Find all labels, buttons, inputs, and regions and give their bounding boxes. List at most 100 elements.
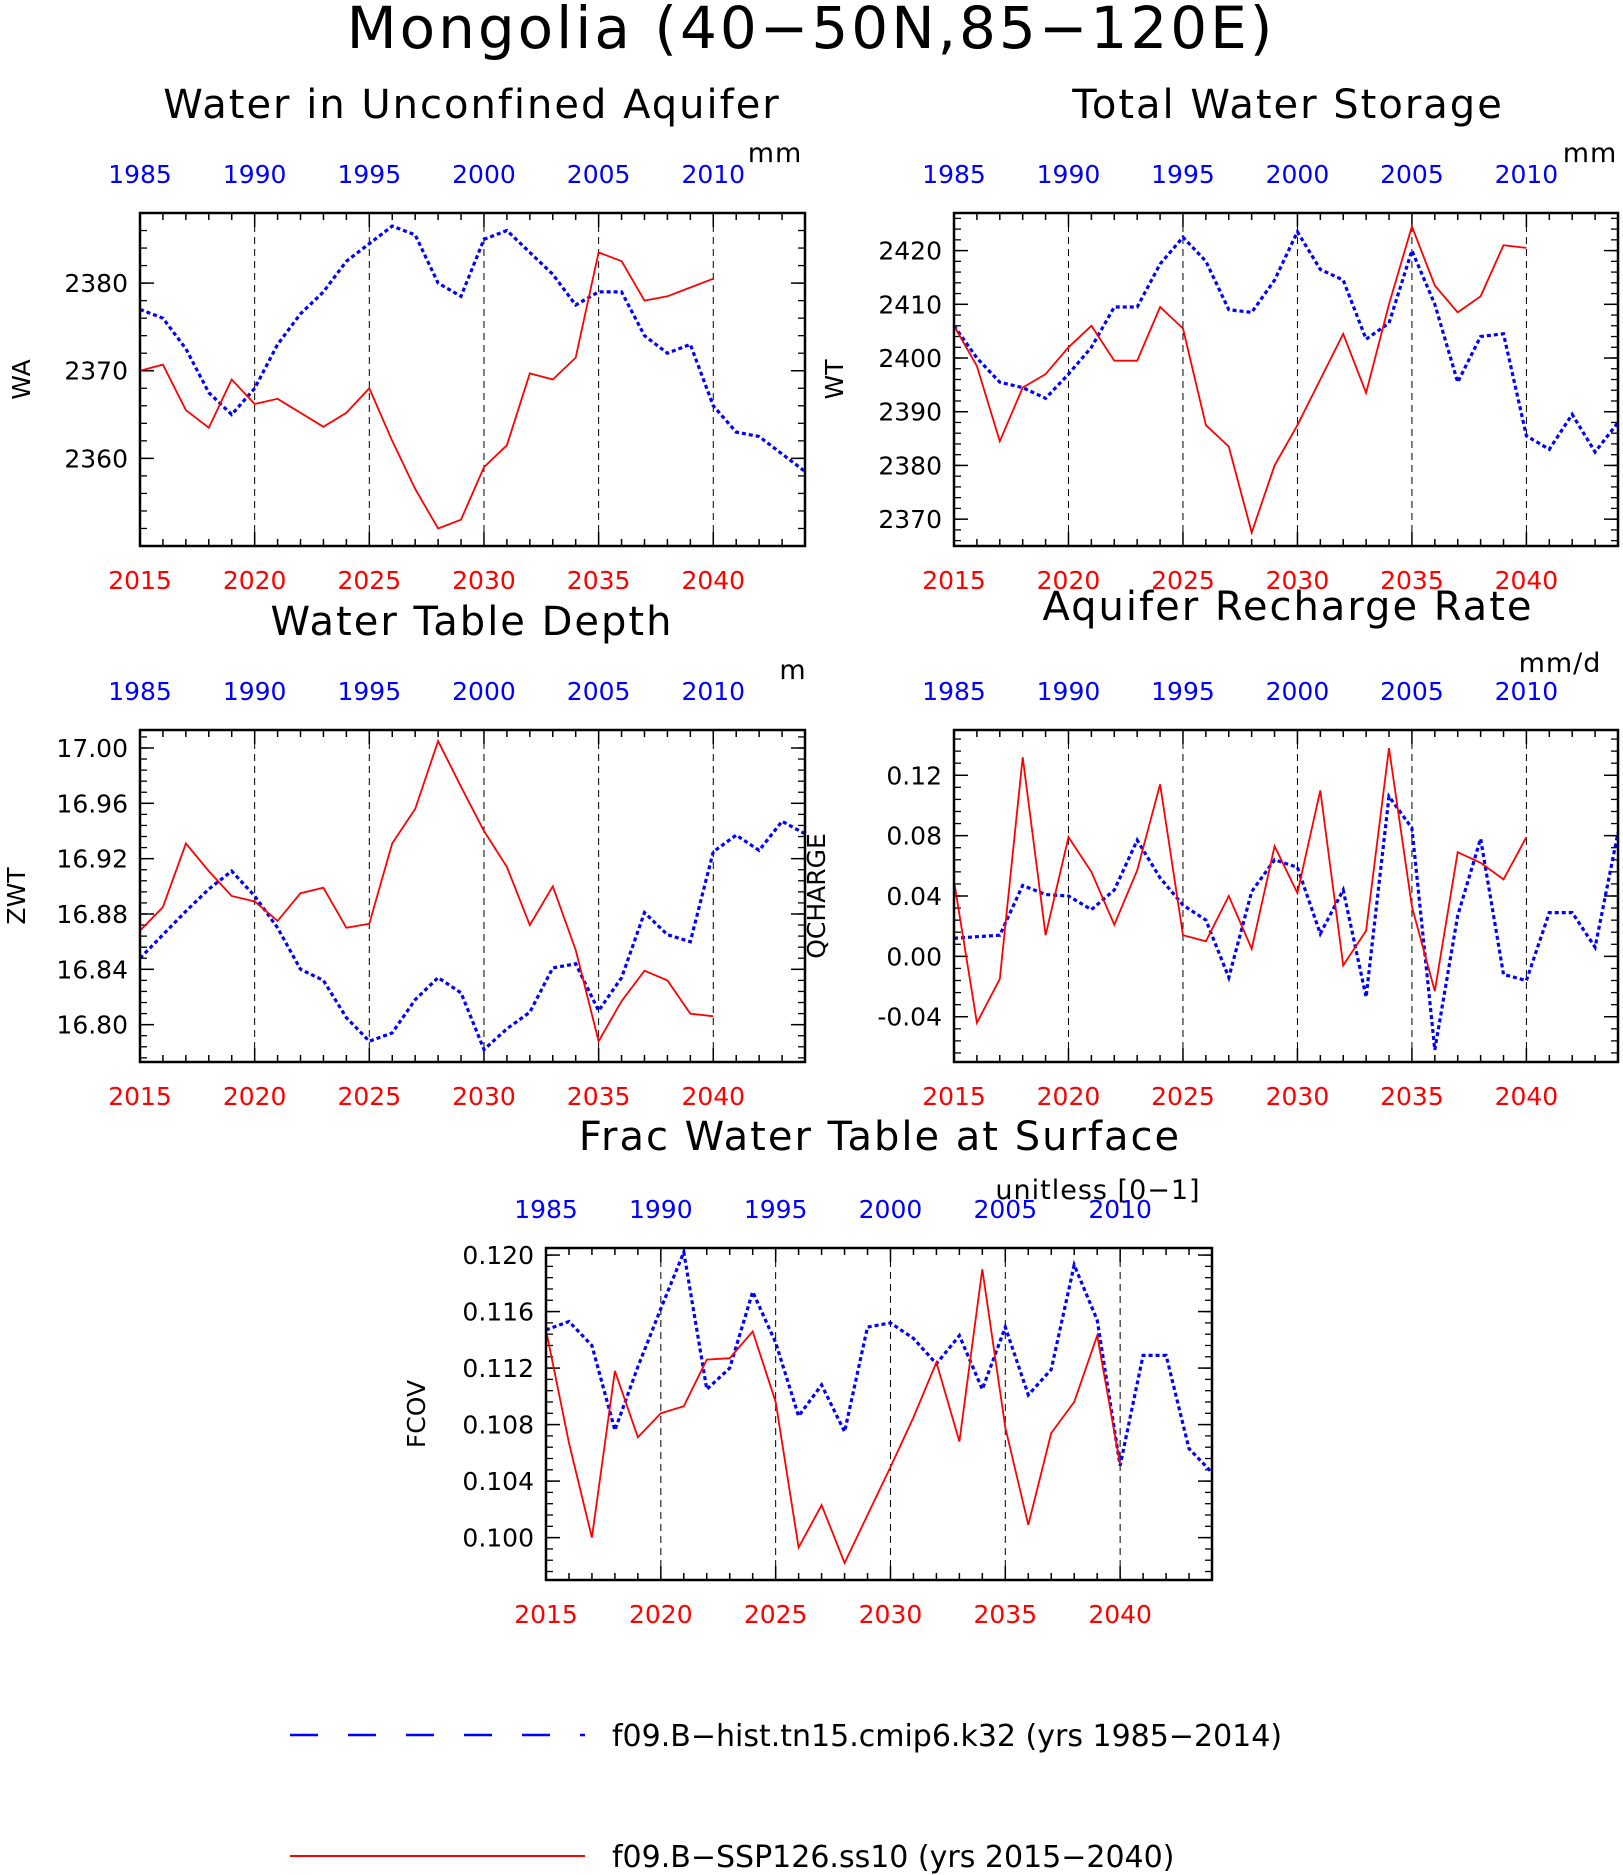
panel-title: Water Table Depth xyxy=(271,599,674,645)
x-tick-label-top: 2005 xyxy=(973,1195,1037,1224)
panel-wt: Total Water Storage mm WT 2370 2380 2390 2400 2… xyxy=(820,82,1620,595)
panels: Water in Unconfined Aquifer mm WA 2360 2370 2… xyxy=(2,82,1620,1629)
series-line-future xyxy=(139,251,714,530)
x-tick-label-bottom: 2030 xyxy=(452,566,516,595)
y-tick-label: 0.120 xyxy=(462,1241,534,1270)
y-tick-label: 2410 xyxy=(878,290,942,319)
plot-frame xyxy=(952,211,1620,548)
panel-title: Water in Unconfined Aquifer xyxy=(163,82,781,128)
panel-units: m xyxy=(779,655,806,686)
x-tick-label-top: 2000 xyxy=(452,677,516,706)
x-tick-label-top: 1985 xyxy=(514,1195,578,1224)
plot-frame xyxy=(544,1246,1214,1582)
x-tick-label-top: 2000 xyxy=(1266,677,1330,706)
plot-frame xyxy=(138,728,807,1064)
x-tick-label-bottom: 2035 xyxy=(973,1600,1037,1629)
x-tick-label-top: 2005 xyxy=(1380,160,1444,189)
y-tick-label: 16.88 xyxy=(56,900,128,929)
x-tick-label-top: 2005 xyxy=(1380,677,1444,706)
y-tick-label: 2360 xyxy=(64,444,128,473)
y-axis-label: FCOV xyxy=(402,1380,431,1448)
y-tick-label: 2380 xyxy=(64,269,128,298)
panel-title: Total Water Storage xyxy=(1071,82,1504,128)
x-tick-label-bottom: 2015 xyxy=(922,1082,986,1111)
legend-label-hist: f09.B−hist.tn15.cmip6.k32 (yrs 1985−2014… xyxy=(612,1719,1282,1754)
x-tick-label-top: 2000 xyxy=(1266,160,1330,189)
x-tick-label-top: 1990 xyxy=(629,1195,693,1224)
x-tick-label-bottom: 2020 xyxy=(223,1082,287,1111)
panel-title: Aquifer Recharge Rate xyxy=(1042,584,1533,630)
x-tick-label-bottom: 2025 xyxy=(744,1600,808,1629)
x-tick-label-bottom: 2020 xyxy=(223,566,287,595)
y-tick-label: 0.112 xyxy=(462,1354,534,1383)
x-tick-label-top: 1995 xyxy=(1151,160,1215,189)
x-tick-label-top: 2005 xyxy=(567,160,631,189)
x-tick-label-top: 2000 xyxy=(452,160,516,189)
x-tick-label-top: 1985 xyxy=(922,160,986,189)
panel-qcharge: Aquifer Recharge Rate mm/d QCHARGE -0.04 0.0… xyxy=(802,584,1620,1111)
x-tick-label-top: 2010 xyxy=(1495,677,1559,706)
panel-title: Frac Water Table at Surface xyxy=(579,1114,1181,1160)
y-tick-label: 0.104 xyxy=(462,1467,534,1496)
x-tick-label-bottom: 2025 xyxy=(1151,566,1215,595)
y-axis-label: WA xyxy=(7,359,36,399)
y-tick-label: 2370 xyxy=(64,357,128,386)
y-tick-label: 2380 xyxy=(878,451,942,480)
x-tick-label-top: 2010 xyxy=(1495,160,1559,189)
x-tick-label-bottom: 2040 xyxy=(1495,1082,1559,1111)
x-tick-label-top: 1990 xyxy=(1037,160,1101,189)
x-tick-label-top: 2010 xyxy=(681,677,745,706)
x-tick-label-top: 2010 xyxy=(681,160,745,189)
y-tick-label: 2420 xyxy=(878,237,942,266)
x-tick-label-top: 2005 xyxy=(567,677,631,706)
series-line-future xyxy=(545,1269,1121,1566)
y-tick-label: 0.08 xyxy=(886,822,942,851)
series-line-hist xyxy=(952,228,1620,455)
panel-units: mm xyxy=(748,138,803,169)
x-tick-label-bottom: 2035 xyxy=(1380,1082,1444,1111)
x-tick-label-top: 1990 xyxy=(223,677,287,706)
x-tick-label-bottom: 2035 xyxy=(567,1082,631,1111)
series-line-hist xyxy=(545,1246,1214,1474)
series-line-hist xyxy=(138,819,806,1053)
x-tick-label-bottom: 2040 xyxy=(681,1082,745,1111)
x-tick-label-bottom: 2015 xyxy=(108,566,172,595)
x-tick-label-bottom: 2035 xyxy=(1380,566,1444,595)
series-line-future xyxy=(953,223,1527,536)
y-tick-label: 0.00 xyxy=(886,942,942,971)
y-tick-label: 0.04 xyxy=(886,882,942,911)
panel-units: unitless [0−1] xyxy=(995,1175,1200,1206)
x-tick-label-bottom: 2025 xyxy=(1151,1082,1215,1111)
y-tick-label: 2400 xyxy=(878,344,942,373)
panel-zwt: Water Table Depth m ZWT 16.80 16.84 16.88 16.9… xyxy=(2,599,807,1111)
y-tick-label: 2370 xyxy=(878,505,942,534)
y-tick-label: 0.116 xyxy=(462,1298,534,1327)
panel-wa: Water in Unconfined Aquifer mm WA 2360 2370 2… xyxy=(7,82,807,595)
x-tick-label-bottom: 2030 xyxy=(452,1082,516,1111)
figure-title: Mongolia (40−50N,85−120E) xyxy=(347,0,1276,62)
legend: f09.B−hist.tn15.cmip6.k32 (yrs 1985−2014… xyxy=(290,1719,1282,1875)
legend-label-future: f09.B−SSP126.ss10 (yrs 2015−2040) xyxy=(612,1840,1174,1875)
x-tick-label-bottom: 2020 xyxy=(629,1600,693,1629)
y-axis-label: QCHARGE xyxy=(802,833,831,959)
x-tick-label-bottom: 2035 xyxy=(567,566,631,595)
x-tick-label-bottom: 2025 xyxy=(337,1082,401,1111)
y-tick-label: 16.92 xyxy=(56,845,128,874)
y-tick-label: 0.12 xyxy=(886,761,942,790)
x-tick-label-top: 1985 xyxy=(108,160,172,189)
x-tick-label-top: 1995 xyxy=(744,1195,808,1224)
y-tick-label: 17.00 xyxy=(56,734,128,763)
y-axis-label: WT xyxy=(820,359,849,400)
x-tick-label-bottom: 2040 xyxy=(1088,1600,1152,1629)
x-tick-label-top: 1985 xyxy=(108,677,172,706)
panel-fcov: Frac Water Table at Surface unitless [0−1… xyxy=(402,1114,1214,1629)
y-tick-label: 0.108 xyxy=(462,1411,534,1440)
series-line-hist xyxy=(139,224,806,473)
y-tick-label: -0.04 xyxy=(877,1003,942,1032)
x-tick-label-bottom: 2030 xyxy=(859,1600,923,1629)
x-tick-label-top: 1990 xyxy=(1037,677,1101,706)
x-tick-label-top: 1990 xyxy=(223,160,287,189)
series-line-future xyxy=(139,738,714,1044)
x-tick-label-top: 1985 xyxy=(922,677,986,706)
